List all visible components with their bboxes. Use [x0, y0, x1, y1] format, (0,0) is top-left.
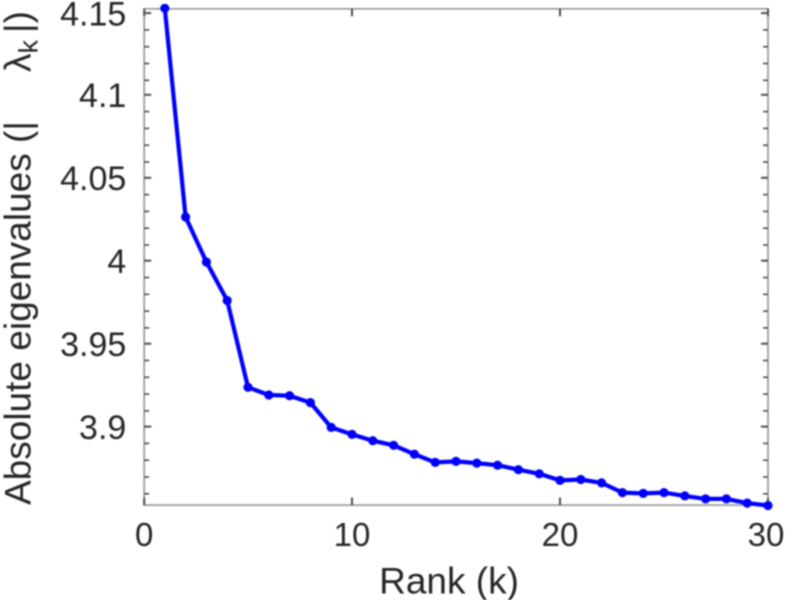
svg-text:0: 0 — [135, 516, 153, 553]
svg-text:4: 4 — [107, 243, 126, 281]
svg-text:4.1: 4.1 — [79, 77, 126, 115]
svg-text:Absolute eigenvalues (|λk|): Absolute eigenvalues (|λk|) — [0, 11, 44, 505]
svg-text:Rank (k): Rank (k) — [379, 561, 519, 600]
svg-text:4.15: 4.15 — [60, 0, 126, 34]
svg-text:3.9: 3.9 — [79, 409, 126, 447]
svg-text:3.95: 3.95 — [60, 326, 126, 364]
svg-text:30: 30 — [748, 516, 785, 553]
svg-text:4.05: 4.05 — [60, 160, 126, 198]
svg-text:10: 10 — [334, 516, 371, 553]
svg-text:20: 20 — [542, 516, 579, 553]
